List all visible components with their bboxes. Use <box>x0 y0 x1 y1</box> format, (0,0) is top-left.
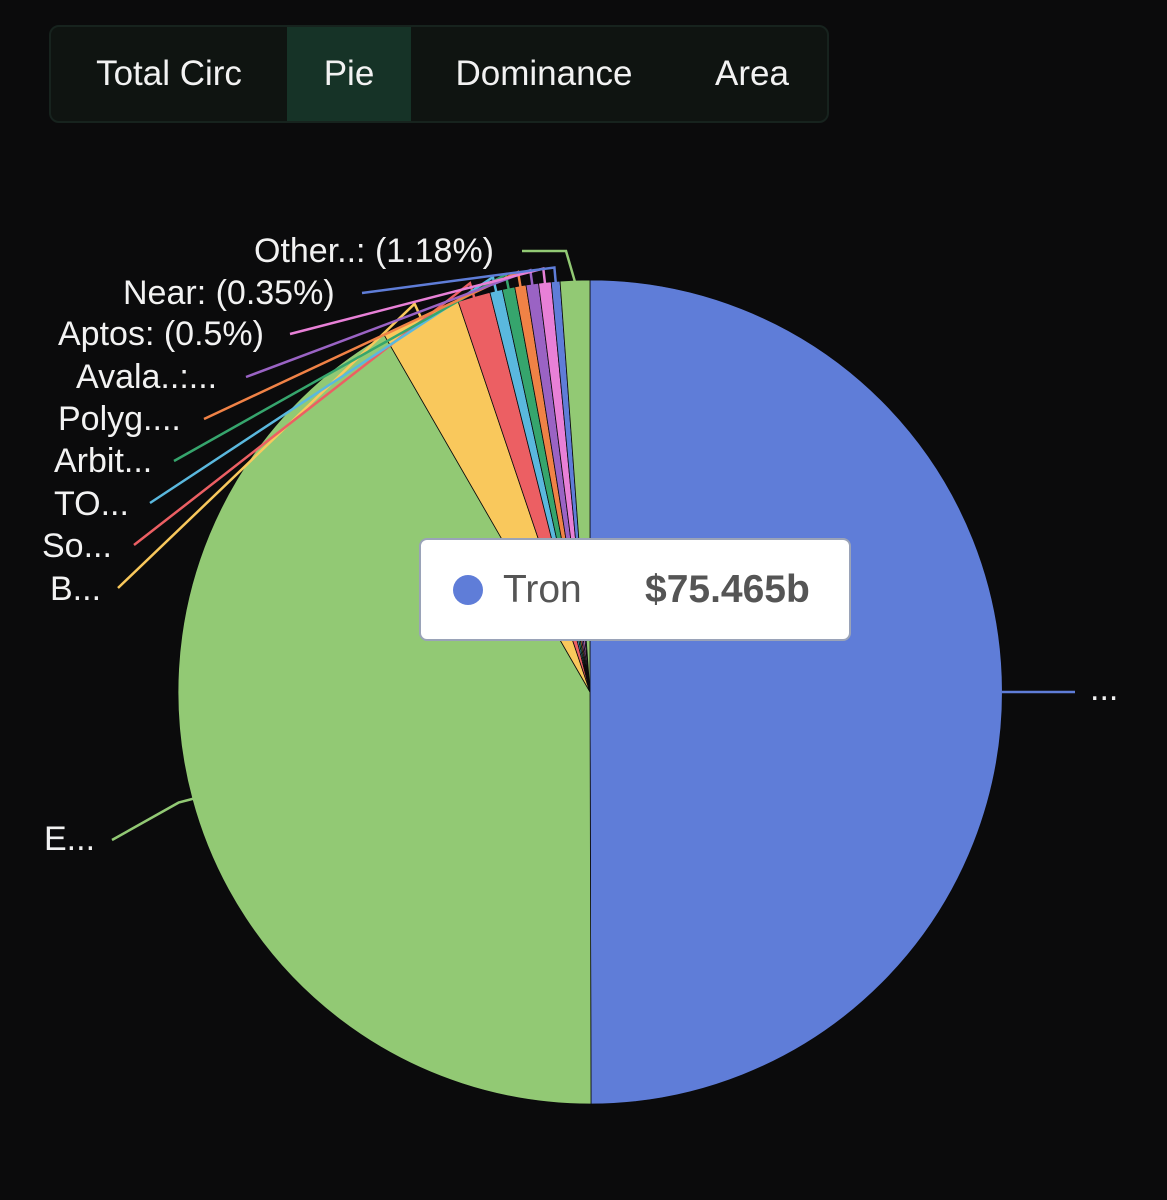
leader-line-ton <box>149 275 498 505</box>
tooltip-series-value: $75.465b <box>645 567 810 611</box>
leader-line-others <box>522 249 577 283</box>
leader-line-ethereum <box>111 797 195 842</box>
tab-total-circ[interactable]: Total Circ <box>96 54 242 93</box>
pie-label-solana: So... <box>42 527 112 565</box>
pie-label-tron: ... <box>1090 670 1118 708</box>
pie-labels: ... E... B... So... TO... Arbit... Polyg.... Av… <box>42 232 1118 858</box>
tooltip-color-dot <box>453 574 483 605</box>
tab-dominance[interactable]: Dominance <box>455 54 633 93</box>
pie-label-avalanche: Avala..:... <box>76 358 217 396</box>
tab-area[interactable]: Area <box>715 54 789 93</box>
chart-type-tabs: Total Circ Pie Dominance Area <box>49 25 829 123</box>
pie-label-leaders <box>111 249 1075 842</box>
leader-line-bsc <box>117 301 423 589</box>
pie-slice-tron[interactable] <box>589 279 1003 1105</box>
pie-label-bsc: B... <box>50 570 101 608</box>
pie-label-ethereum: E... <box>44 820 95 858</box>
pie-label-near: Near: (0.35%) <box>123 274 335 312</box>
pie-label-arbitrum: Arbit... <box>54 442 152 480</box>
leader-line-near <box>361 266 558 295</box>
slice-tooltip: Tron $75.465b <box>419 538 851 641</box>
tab-pie[interactable]: Pie <box>287 27 411 121</box>
pie-label-polygon: Polyg.... <box>58 400 181 438</box>
pie-label-ton: TO... <box>54 485 129 523</box>
pie-label-aptos: Aptos: (0.5%) <box>58 315 264 353</box>
tooltip-series-name: Tron <box>503 567 582 611</box>
pie-label-others: Other..: (1.18%) <box>254 232 494 270</box>
pie-slices <box>177 279 1003 1105</box>
